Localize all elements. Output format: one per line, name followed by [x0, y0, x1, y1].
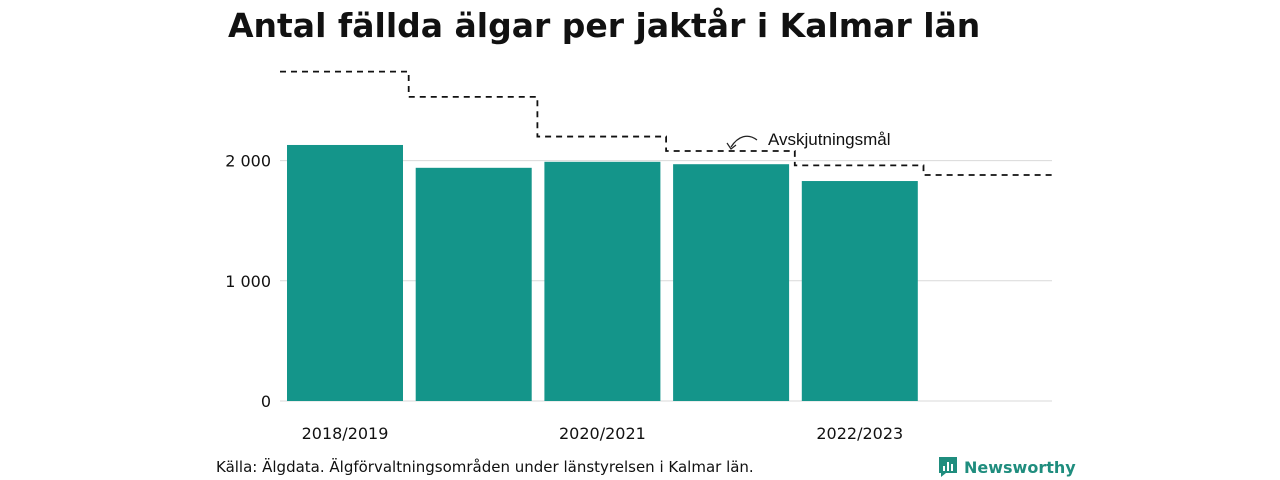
annotation-group: Avskjutningsmål [726, 130, 891, 150]
x-tick-label: 2022/2023 [816, 424, 903, 443]
bar-2021-2022 [673, 164, 790, 401]
y-tick-label: 1 000 [225, 272, 271, 291]
y-axis-tick-labels: 0 1 000 2 000 [225, 152, 271, 411]
newsworthy-logo-icon [939, 457, 957, 477]
target-line [280, 70, 1052, 176]
annotation-arrowhead [726, 142, 737, 150]
chart-title: Antal fällda älgar per jaktår i Kalmar l… [228, 6, 981, 45]
annotation-label: Avskjutningsmål [768, 130, 891, 149]
y-tick-label: 0 [261, 392, 271, 411]
bars [287, 144, 918, 401]
x-tick-label: 2018/2019 [302, 424, 389, 443]
bar-2022-2023 [801, 181, 918, 401]
annotation-arrow [730, 135, 758, 148]
brand-name: Newsworthy [964, 457, 1076, 477]
bar-2018-2019 [287, 144, 403, 401]
x-axis-tick-labels: 2018/2019 2020/2021 2022/2023 [302, 424, 904, 443]
target-step-line [280, 70, 1052, 176]
grid-lines [280, 160, 1052, 402]
y-tick-label: 2 000 [225, 152, 271, 171]
bar-2019-2020 [415, 167, 532, 401]
source-note: Källa: Älgdata. Älgförvaltningsområden u… [216, 458, 754, 476]
bar-2020-2021 [544, 161, 661, 401]
x-tick-label: 2020/2021 [559, 424, 646, 443]
brand-logo[interactable]: Newsworthy [938, 456, 1076, 478]
